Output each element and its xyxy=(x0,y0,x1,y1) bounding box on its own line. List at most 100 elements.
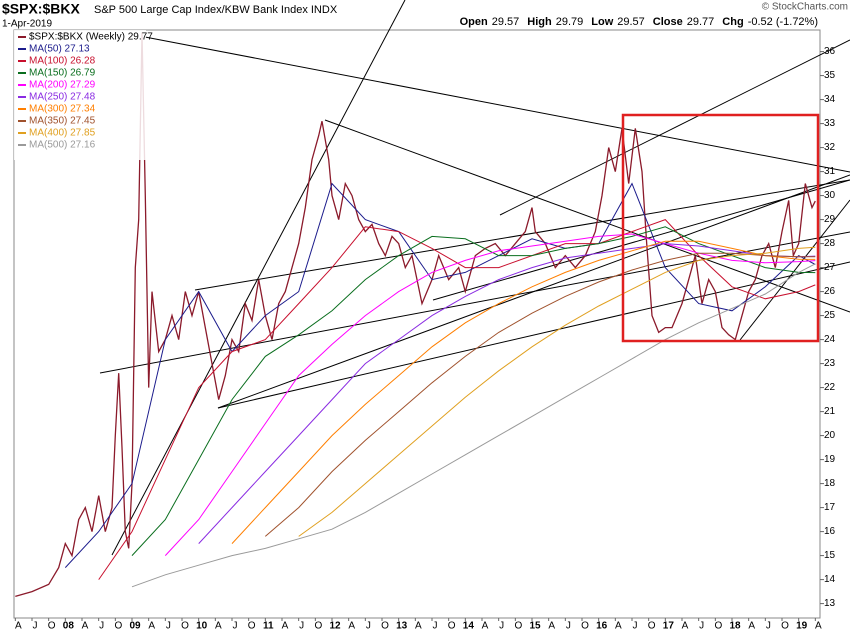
y-tick-label: 29 xyxy=(824,214,836,225)
x-tick-label: O xyxy=(714,621,722,632)
y-tick-label: 36 xyxy=(824,46,836,57)
legend-label: MA(150) 26.79 xyxy=(29,68,96,79)
x-tick-label: O xyxy=(514,621,522,632)
x-tick-label: J xyxy=(366,621,371,632)
legend-label: MA(400) 27.85 xyxy=(29,128,96,139)
x-tick-label: 13 xyxy=(396,621,408,632)
y-tick-label: 22 xyxy=(824,382,836,393)
x-tick-label: 18 xyxy=(729,621,741,632)
highlight-box xyxy=(621,113,820,343)
x-tick-label: O xyxy=(314,621,322,632)
x-tick-label: O xyxy=(248,621,256,632)
legend-label: MA(500) 27.16 xyxy=(29,140,96,151)
x-tick-label: A xyxy=(815,621,822,632)
series-line xyxy=(164,233,816,556)
x-tick-label: J xyxy=(433,621,438,632)
x-tick-label: 16 xyxy=(596,621,608,632)
y-tick-label: 26 xyxy=(824,286,836,297)
series-line xyxy=(131,263,816,588)
x-tick-label: J xyxy=(699,621,704,632)
source: © StockCharts.com xyxy=(762,2,848,13)
ohlc-label: Low xyxy=(591,16,613,28)
y-tick-label: 21 xyxy=(824,406,836,417)
x-tick-label: A xyxy=(415,621,422,632)
x-tick-label: 11 xyxy=(263,621,274,632)
ohlc-line: Open 29.57 High 29.79 Low 29.57 Close 29.77 Chg -… xyxy=(460,16,818,28)
y-tick-label: 32 xyxy=(824,142,836,153)
legend-label: MA(100) 26.28 xyxy=(29,56,96,67)
legend-label: MA(350) 27.45 xyxy=(29,116,96,127)
trend-line xyxy=(499,39,850,216)
series-line xyxy=(131,226,816,556)
y-tick-label: 14 xyxy=(824,574,836,585)
ohlc-value: -0.52 (-1.72%) xyxy=(748,16,818,28)
legend-label: $SPX:$BKX (Weekly) 29.77 xyxy=(29,32,153,43)
x-tick-label: A xyxy=(748,621,755,632)
x-tick-label: 12 xyxy=(329,621,341,632)
x-tick-label: O xyxy=(448,621,456,632)
ohlc-value: 29.57 xyxy=(617,16,645,28)
chart-title: $SPX:$BKX xyxy=(2,1,80,17)
x-tick-label: A xyxy=(15,621,22,632)
x-tick-label: A xyxy=(548,621,555,632)
ohlc-label: Chg xyxy=(722,16,743,28)
ohlc-label: Close xyxy=(653,16,683,28)
x-tick-label: A xyxy=(682,621,689,632)
y-tick-label: 17 xyxy=(824,502,836,513)
x-tick-label: A xyxy=(148,621,155,632)
x-tick-label: J xyxy=(566,621,571,632)
trend-line xyxy=(99,231,850,374)
x-tick-label: A xyxy=(215,621,222,632)
legend-label: MA(50) 27.13 xyxy=(29,44,90,55)
y-tick-label: 35 xyxy=(824,70,836,81)
series-line xyxy=(231,240,816,544)
x-tick-label: J xyxy=(233,621,238,632)
series-line xyxy=(298,246,816,537)
x-tick-label: A xyxy=(348,621,355,632)
y-tick-label: 16 xyxy=(824,526,836,537)
chart-subtitle: S&P 500 Large Cap Index/KBW Bank Index I… xyxy=(94,4,338,16)
trend-lines xyxy=(99,0,850,556)
x-tick-label: 10 xyxy=(196,621,208,632)
y-tick-label: 28 xyxy=(824,238,836,249)
trend-line xyxy=(432,179,850,301)
x-tick-label: O xyxy=(381,621,389,632)
x-tick-label: O xyxy=(114,621,122,632)
x-tick-label: A xyxy=(482,621,489,632)
y-tick-label: 33 xyxy=(824,118,836,129)
y-tick-label: 30 xyxy=(824,190,836,201)
x-tick-label: J xyxy=(766,621,771,632)
y-tick-label: 24 xyxy=(824,334,836,345)
y-tick-label: 13 xyxy=(824,598,836,609)
y-tick-label: 20 xyxy=(824,430,836,441)
x-tick-label: 08 xyxy=(63,621,75,632)
x-tick-label: J xyxy=(499,621,504,632)
x-tick-label: A xyxy=(282,621,289,632)
trend-line xyxy=(324,119,850,313)
x-tick-label: 19 xyxy=(796,621,808,632)
x-tick-label: J xyxy=(33,621,38,632)
y-tick-label: 34 xyxy=(824,94,836,105)
x-tick-label: 09 xyxy=(129,621,141,632)
x-tick-label: O xyxy=(581,621,589,632)
series-line xyxy=(198,243,816,544)
x-tick-label: O xyxy=(48,621,56,632)
plot-frame xyxy=(13,29,821,619)
y-tick-label: 31 xyxy=(824,166,836,177)
y-tick-label: 27 xyxy=(824,262,836,273)
trend-line xyxy=(739,199,850,341)
y-tick-label: 25 xyxy=(824,310,836,321)
date: 1-Apr-2019 xyxy=(2,19,52,30)
trend-line xyxy=(144,36,850,173)
x-tick-label: O xyxy=(648,621,656,632)
x-tick-label: O xyxy=(781,621,789,632)
ohlc-value: 29.79 xyxy=(556,16,584,28)
y-tick-label: 15 xyxy=(824,550,836,561)
y-tick-label: 19 xyxy=(824,454,836,465)
ohlc-value: 29.57 xyxy=(492,16,520,28)
ohlc-label: Open xyxy=(460,16,488,28)
ohlc-label: High xyxy=(527,16,552,28)
